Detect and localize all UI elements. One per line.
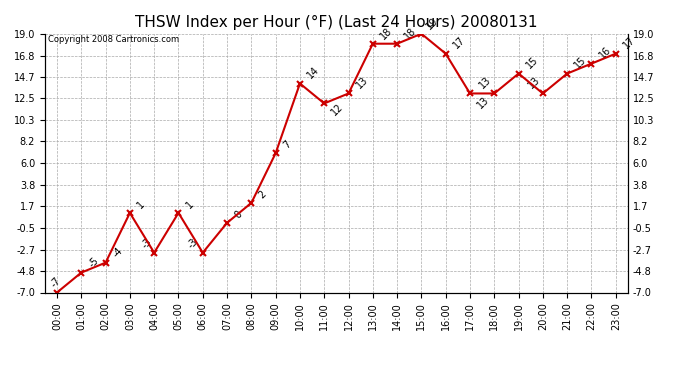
- Text: 17: 17: [451, 35, 467, 51]
- Text: 19: 19: [424, 15, 440, 31]
- Text: 7: 7: [282, 139, 293, 150]
- Text: 0: 0: [233, 209, 244, 220]
- Text: -4: -4: [111, 246, 125, 260]
- Text: 13: 13: [477, 75, 493, 91]
- Text: Copyright 2008 Cartronics.com: Copyright 2008 Cartronics.com: [48, 35, 179, 44]
- Text: 17: 17: [621, 35, 637, 51]
- Text: 13: 13: [526, 75, 542, 91]
- Title: THSW Index per Hour (°F) (Last 24 Hours) 20080131: THSW Index per Hour (°F) (Last 24 Hours)…: [135, 15, 538, 30]
- Text: -3: -3: [186, 236, 200, 250]
- Text: 16: 16: [597, 45, 613, 61]
- Text: -7: -7: [49, 276, 63, 290]
- Text: 14: 14: [306, 65, 322, 81]
- Text: -3: -3: [140, 236, 154, 250]
- Text: 18: 18: [403, 25, 418, 41]
- Text: 12: 12: [330, 102, 346, 117]
- Text: 1: 1: [135, 199, 147, 210]
- Text: 15: 15: [524, 55, 540, 71]
- Text: 2: 2: [257, 189, 268, 200]
- Text: 18: 18: [378, 25, 394, 41]
- Text: -5: -5: [87, 256, 101, 270]
- Text: 13: 13: [354, 75, 370, 91]
- Text: 15: 15: [573, 55, 589, 71]
- Text: 1: 1: [184, 199, 195, 210]
- Text: 13: 13: [475, 94, 491, 110]
